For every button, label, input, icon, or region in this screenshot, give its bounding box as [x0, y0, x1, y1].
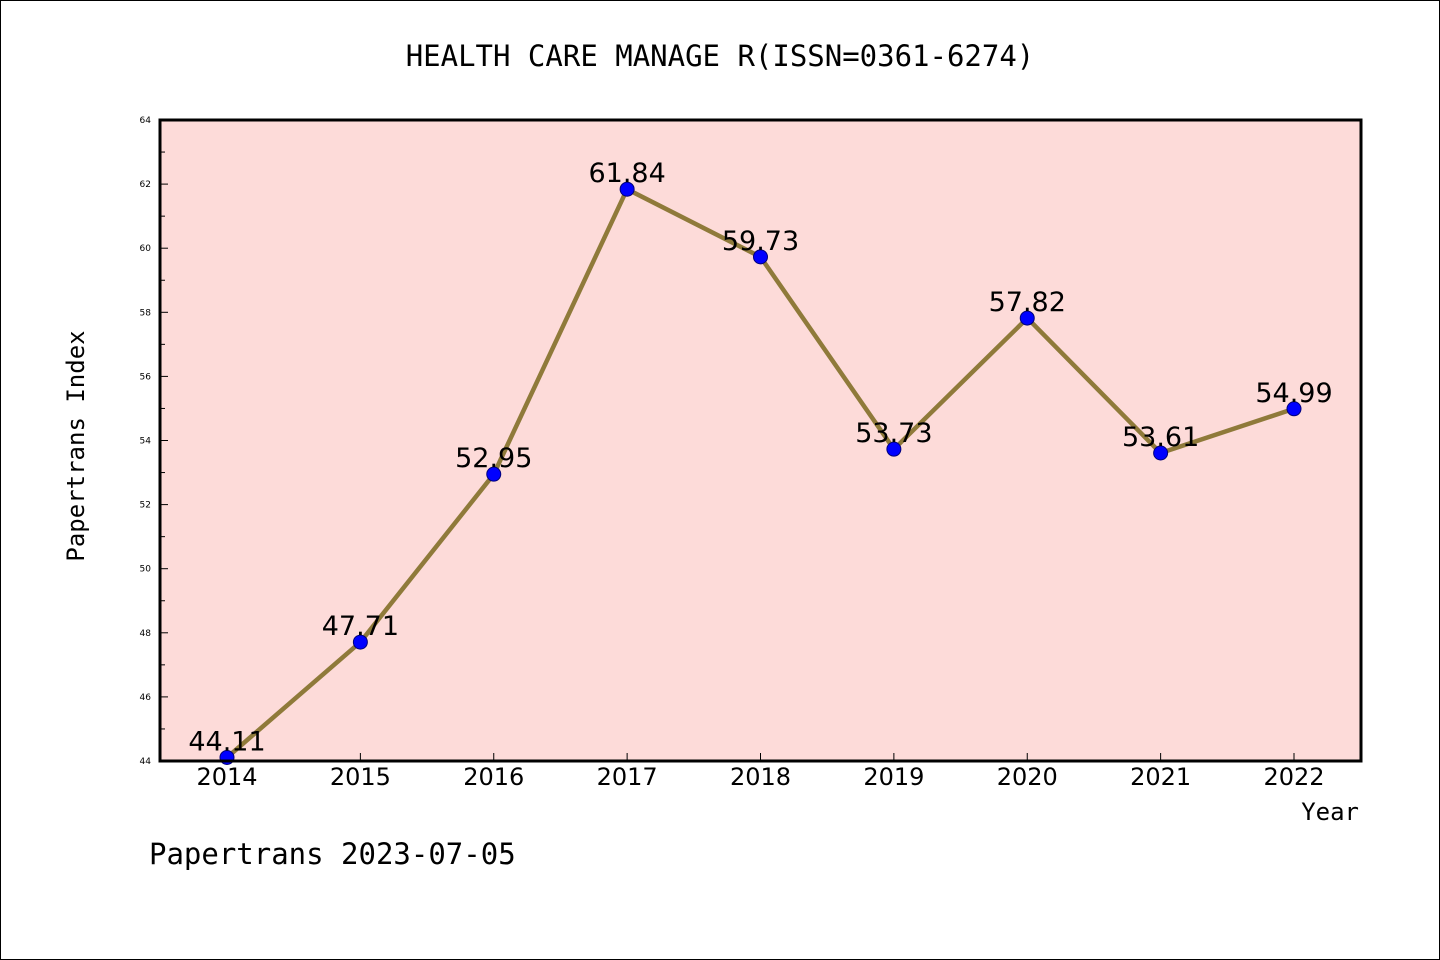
x-tick-label: 2014 [196, 763, 257, 791]
y-tick-label: 46 [140, 693, 152, 703]
footer-text: Papertrans 2023-07-05 [149, 837, 516, 871]
x-tick-label: 2022 [1263, 763, 1324, 791]
y-tick-label: 52 [140, 501, 151, 511]
y-tick-label: 54 [140, 437, 152, 447]
x-axis-label: Year [1301, 798, 1359, 826]
x-axis-ticks: 2014 2015 2016 2017 2018 2019 2020 2021 2022 [196, 753, 1325, 791]
data-point [352, 634, 368, 650]
data-label: 59.73 [722, 226, 799, 257]
data-point [886, 441, 902, 457]
y-tick-label: 44 [140, 757, 152, 767]
data-point [753, 249, 768, 265]
data-point [1019, 310, 1035, 326]
x-tick-label: 2015 [330, 763, 391, 791]
x-tick-label: 2018 [730, 763, 791, 791]
y-tick-label: 50 [140, 565, 152, 575]
y-tick-label: 56 [140, 372, 152, 382]
data-point [1153, 445, 1169, 461]
x-tick-label: 2021 [1130, 763, 1191, 791]
data-point [619, 181, 635, 197]
data-series: 44.11 47.71 52.95 61.84 59.73 53.73 57.82 53.61… [188, 158, 1333, 765]
y-tick-label: 60 [140, 244, 152, 254]
data-label: 54.99 [1255, 378, 1332, 409]
chart-title: HEALTH CARE MANAGE R(ISSN=0361-6274) [406, 39, 1035, 73]
x-tick-label: 2020 [997, 763, 1058, 791]
y-tick-label: 64 [140, 116, 152, 126]
data-label: 57.82 [989, 287, 1066, 318]
data-point [486, 466, 502, 482]
y-tick-label: 58 [140, 308, 152, 318]
plot-border [158, 118, 1363, 763]
y-tick-label: 48 [140, 629, 152, 639]
data-label: 53.61 [1122, 422, 1199, 453]
x-tick-label: 2019 [863, 763, 924, 791]
data-label: 52.95 [455, 443, 532, 474]
plot-area [160, 120, 1361, 761]
x-tick-label: 2017 [597, 763, 658, 791]
data-label: 47.71 [322, 611, 399, 642]
data-label: 61.84 [588, 158, 665, 189]
data-label: 44.11 [188, 726, 265, 757]
y-tick-label: 62 [140, 180, 151, 190]
x-tick-label: 2016 [463, 763, 524, 791]
data-point [1286, 401, 1302, 417]
data-label: 53.73 [855, 418, 932, 449]
y-axis-label: Papertrans Index [62, 330, 90, 561]
